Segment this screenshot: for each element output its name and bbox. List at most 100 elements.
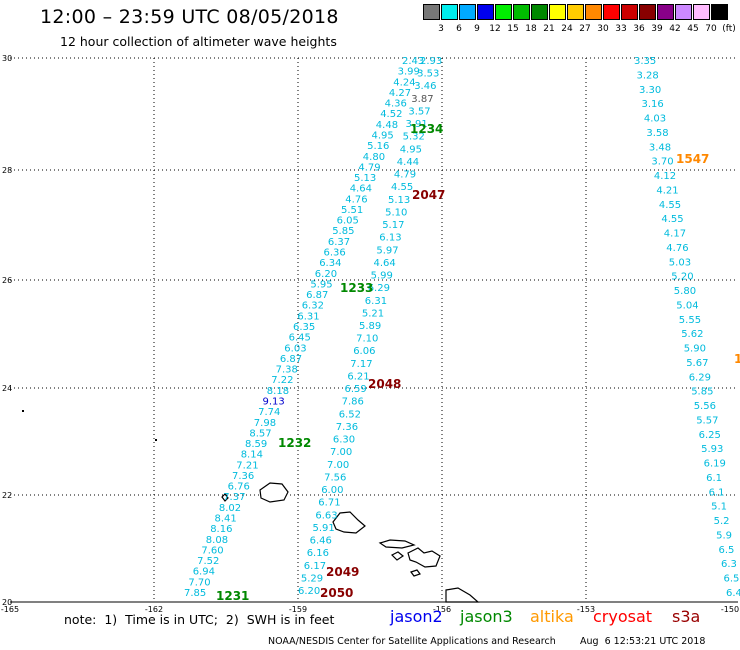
track-1: 7.857.706.947.527.608.088.168.418.027.37… (184, 56, 424, 599)
scale-label: 27 (579, 24, 591, 34)
scale-label: 70 (705, 24, 717, 34)
wave-height-value: 7.37 (223, 492, 245, 503)
scale-label: 30 (597, 24, 609, 34)
wave-height-value: 3.70 (651, 157, 673, 168)
island-kauai (259, 482, 289, 503)
wave-height-value: 4.55 (391, 182, 413, 193)
wave-height-value: 5.95 (310, 279, 332, 290)
wave-height-value: 5.89 (359, 321, 381, 332)
wave-height-value: 6.34 (319, 258, 341, 269)
wave-height-value: 7.74 (258, 407, 280, 418)
wave-height-value: 6.87 (306, 290, 328, 301)
scale-swatch (585, 4, 602, 20)
pass-time-label: 2050 (320, 586, 353, 600)
wave-height-value: 6.87 (280, 354, 302, 365)
wave-height-value: 5.2 (714, 516, 730, 527)
lat-tick-label: 24 (2, 384, 12, 393)
wave-height-value: 6.29 (689, 372, 711, 383)
wave-height-value: 5.85 (691, 387, 713, 398)
legend-item-jason2: jason2 (390, 607, 443, 626)
scale-swatch (693, 4, 710, 20)
scale-label: 18 (525, 24, 537, 34)
scale-swatch (531, 4, 548, 20)
wave-height-value: 8.14 (241, 450, 263, 461)
pass-time-label: 1 (734, 352, 740, 366)
wave-height-value: 8.18 (267, 386, 289, 397)
pass-time-label: 2048 (368, 377, 401, 391)
wave-height-value: 3.91 (406, 119, 428, 130)
wave-height-value: 5.90 (684, 344, 706, 355)
stray-points (22, 410, 157, 441)
wave-height-value: 9.13 (263, 397, 285, 408)
scale-label: 24 (561, 24, 573, 34)
wave-height-value: 7.56 (324, 472, 346, 483)
wave-height-value: 4.76 (666, 243, 688, 254)
wave-height-value: 4.55 (659, 200, 681, 211)
wave-height-value: 6.45 (726, 588, 740, 599)
wave-height-value: 4.52 (380, 109, 402, 120)
wave-height-value: 3.57 (408, 107, 430, 118)
wave-height-value: 7.52 (197, 556, 219, 567)
lat-tick-label: 30 (2, 54, 12, 63)
wave-height-value: 5.29 (301, 573, 323, 584)
wave-height-value: 6.76 (228, 482, 250, 493)
wave-height-value: 6.94 (193, 567, 215, 578)
scale-swatch (711, 4, 728, 20)
wave-height-value: 4.27 (389, 88, 411, 99)
scale-label: 12 (489, 24, 501, 34)
wave-height-value: 4.17 (664, 229, 686, 240)
scale-label: 3 (438, 24, 444, 34)
scale-swatch (675, 4, 692, 20)
pass-time-label: 1233 (340, 281, 373, 295)
wave-height-value: 5.20 (671, 272, 693, 283)
wave-height-value: 5.9 (716, 531, 732, 542)
wave-height-value: 5.1 (711, 502, 727, 513)
wave-height-value: 5.57 (696, 416, 718, 427)
scale-label: 45 (687, 24, 699, 34)
wave-height-value: 3.16 (642, 99, 664, 110)
island-oahu (332, 511, 366, 534)
wave-height-value: 3.46 (414, 81, 436, 92)
credit-line: NOAA/NESDIS Center for Satellite Applica… (268, 636, 556, 647)
wave-height-value: 6.00 (321, 485, 343, 496)
lon-tick-label: -156 (433, 605, 451, 614)
wave-height-value: 6.3 (721, 559, 737, 570)
footnote: note: 1) Time is in UTC; 2) SWH is in fe… (64, 612, 335, 627)
scale-label: (ft) (722, 24, 736, 34)
pass-time-label: 1234 (410, 122, 443, 136)
wave-height-value: 6.16 (307, 548, 329, 559)
wave-height-value: 4.36 (385, 99, 407, 110)
wave-height-value: 2.93 (420, 56, 442, 67)
wave-height-value: 8.57 (249, 428, 271, 439)
wave-height-value: 5.62 (681, 329, 703, 340)
wave-height-value: 3.53 (417, 69, 439, 80)
wave-height-value: 6.5 (719, 545, 735, 556)
wave-height-value: 5.10 (385, 207, 407, 218)
scale-swatch (639, 4, 656, 20)
island-kahoolawe (410, 569, 421, 577)
wave-height-value: 3.28 (637, 70, 659, 81)
generated-timestamp: Aug 6 12:53:21 UTC 2018 (580, 636, 706, 647)
wave-height-value: 7.22 (271, 375, 293, 386)
wave-height-value: 5.13 (354, 173, 376, 184)
wave-height-value: 4.55 (661, 214, 683, 225)
wave-height-value: 6.32 (302, 301, 324, 312)
wave-height-value: 6.29 (368, 283, 390, 294)
wave-height-value: 7.21 (236, 460, 258, 471)
wave-height-value: 3.30 (639, 85, 661, 96)
wave-height-value: 3.87 (411, 94, 433, 105)
wave-height-value: 5.32 (403, 132, 425, 143)
wave-height-value: 7.00 (330, 447, 352, 458)
wave-height-value: 7.00 (327, 460, 349, 471)
pass-time-label: 2049 (326, 565, 359, 579)
scale-swatch (567, 4, 584, 20)
wave-height-value: 8.59 (245, 439, 267, 450)
lon-tick-label: -159 (289, 605, 307, 614)
wave-height-value: 5.85 (332, 226, 354, 237)
scale-label: 6 (456, 24, 462, 34)
wave-height-value: 5.99 (371, 271, 393, 282)
island-niihau (221, 493, 229, 502)
wave-height-value: 4.95 (400, 144, 422, 155)
chart-subtitle: 12 hour collection of altimeter wave hei… (60, 34, 337, 49)
